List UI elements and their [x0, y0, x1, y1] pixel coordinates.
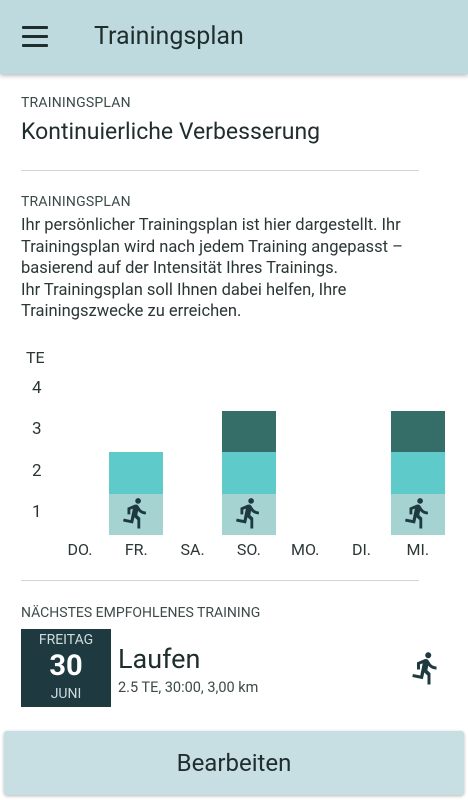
divider — [21, 170, 419, 171]
y-tick-label: 3 — [32, 419, 42, 440]
plan-description: Ihr persönlicher Trainingsplan ist hier … — [21, 215, 431, 323]
next-training-details: 2.5 TE, 30:00, 3,00 km — [118, 679, 259, 696]
x-tick-label: SO. — [236, 540, 261, 559]
date-day: 30 — [49, 649, 83, 683]
plan-section-label: TRAININGSPLAN — [21, 95, 131, 111]
next-training-activity: Laufen — [118, 643, 201, 675]
page-title: Trainingsplan — [94, 22, 244, 51]
y-axis-label: TE — [26, 348, 45, 367]
running-icon — [412, 652, 437, 685]
running-icon — [235, 497, 259, 529]
plan-title: Kontinuierliche Verbesserung — [21, 118, 321, 145]
chart-bar[interactable] — [390, 410, 445, 535]
edit-button[interactable]: Bearbeiten — [4, 731, 464, 795]
y-tick-label: 1 — [32, 502, 42, 523]
app-bar: Trainingsplan — [0, 0, 468, 74]
x-tick-label: FR. — [124, 540, 148, 559]
date-weekday: FREITAG — [38, 632, 94, 648]
chart-bar[interactable] — [221, 410, 276, 535]
x-tick-label: DI. — [351, 540, 372, 559]
hamburger-menu-icon[interactable] — [22, 26, 48, 48]
training-plan-chart: TE 1 2 3 4 DO. FR. SA. SO. MO. DI. MI. — [0, 340, 468, 570]
x-tick-label: MI. — [406, 540, 430, 559]
bar-segment — [390, 410, 445, 452]
chart-bar[interactable] — [109, 452, 164, 535]
next-training-label: NÄCHSTES EMPFOHLENES TRAINING — [21, 605, 261, 621]
x-tick-label: DO. — [67, 540, 93, 559]
running-icon — [123, 497, 147, 529]
bar-segment — [221, 452, 276, 494]
description-section-label: TRAININGSPLAN — [21, 194, 131, 210]
divider — [21, 580, 419, 581]
bar-segment — [390, 452, 445, 494]
running-icon — [404, 497, 428, 529]
next-training-date: FREITAG 30 JUNI — [21, 629, 111, 707]
date-month: JUNI — [50, 686, 82, 702]
description-text-2: Ihr Trainingsplan soll Ihnen dabei helfe… — [21, 280, 347, 322]
bar-segment — [221, 410, 276, 452]
y-tick-label: 2 — [32, 460, 42, 481]
x-tick-label: MO. — [290, 540, 320, 559]
description-text-1: Ihr persönlicher Trainingsplan ist hier … — [21, 216, 403, 278]
bar-segment — [109, 452, 164, 494]
y-tick-label: 4 — [32, 377, 42, 398]
x-tick-label: SA. — [180, 540, 205, 559]
